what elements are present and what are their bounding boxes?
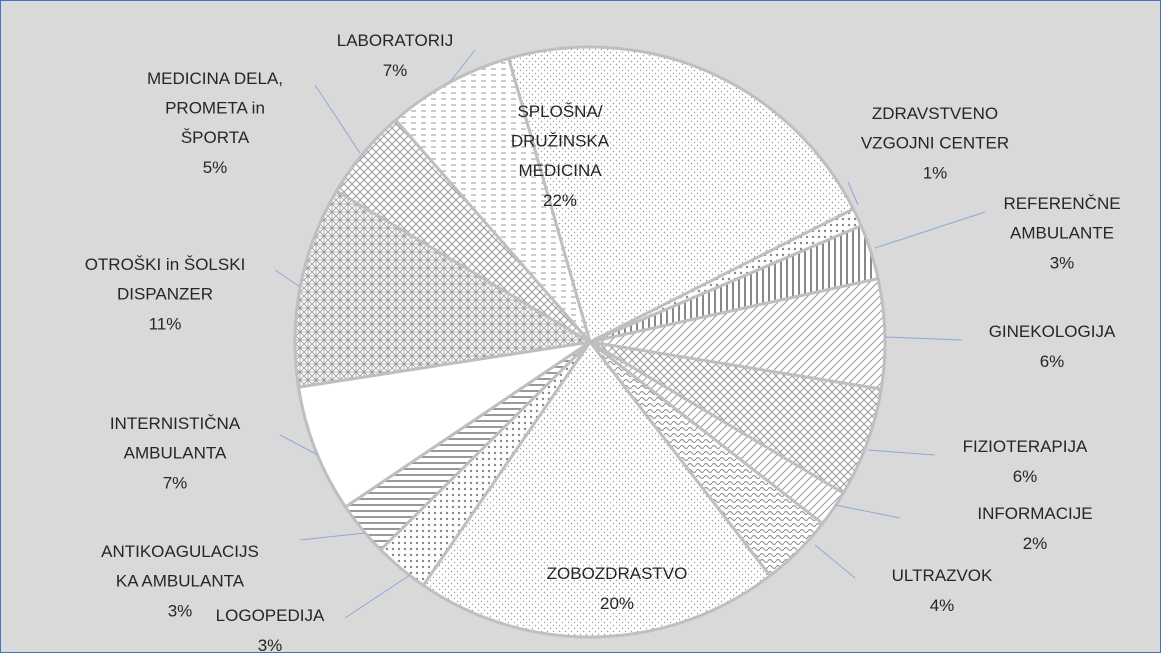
leader-line [847, 181, 859, 206]
pie-slice [296, 340, 591, 510]
value-label: 3% [168, 601, 193, 620]
slice-label: ZDRAVSTVENO VZGOJNI CENTER [861, 104, 1009, 153]
slice-label: INTERNISTIČNA AMBULANTA [110, 414, 241, 463]
value-label: 22% [543, 191, 577, 210]
value-label: 4% [930, 596, 955, 615]
slice-label: OTROŠKI in ŠOLSKI DISPANZER [85, 255, 246, 304]
slice-label: REFERENČNE AMBULANTE [1003, 194, 1120, 243]
value-label: 3% [1050, 253, 1075, 272]
slice-label: ZOBOZDRASTVO [547, 564, 688, 583]
value-label: 5% [203, 158, 228, 177]
leader-line [874, 211, 986, 249]
slice-label: GINEKOLOGIJA [989, 322, 1116, 341]
slice-label: MEDICINA DELA, PROMETA in ŠPORTA [147, 69, 283, 147]
leader-line [867, 449, 936, 456]
leader-line [884, 336, 963, 341]
leader-line [344, 574, 411, 619]
pie-slice [293, 188, 595, 389]
leader-line [299, 532, 366, 541]
slice-label: ANTIKOAGULACIJS KA AMBULANTA [101, 542, 259, 591]
leader-line [449, 49, 476, 83]
leader-line [279, 434, 319, 456]
value-label: 3% [258, 636, 283, 653]
slice-label: ULTRAZVOK [892, 566, 993, 585]
slice-label: INFORMACIJE [977, 504, 1092, 523]
leader-line [274, 269, 301, 288]
slice-label: LOGOPEDIJA [216, 606, 325, 625]
leader-line [814, 544, 856, 579]
value-label: 1% [923, 163, 948, 182]
value-label: 6% [1013, 467, 1038, 486]
slice-label: LABORATORIJ [337, 31, 454, 50]
value-label: 7% [163, 473, 188, 492]
pie-slice [393, 56, 592, 343]
value-label: 2% [1023, 534, 1048, 553]
value-label: 6% [1040, 352, 1065, 371]
value-label: 7% [383, 61, 408, 80]
leader-line [834, 504, 901, 519]
value-label: 11% [149, 314, 182, 333]
pie-slice [506, 45, 856, 345]
leader-line [314, 84, 361, 154]
pie-slice [421, 339, 773, 639]
value-label: 20% [600, 594, 634, 613]
slice-label: SPLOŠNA/DRUŽINSKA MEDICINA [511, 102, 610, 180]
slice-label: FIZIOTERAPIJA [963, 437, 1088, 456]
